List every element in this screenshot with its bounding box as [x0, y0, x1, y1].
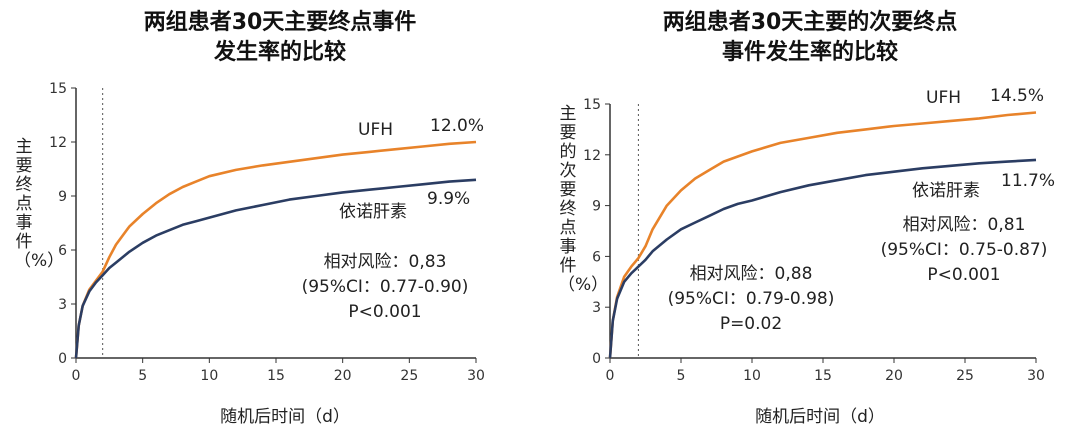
y-tick-label: 6 [58, 243, 67, 259]
y-tick-label: 0 [592, 351, 601, 367]
y-tick-label: 0 [58, 351, 67, 367]
series-label-ufh: UFH [358, 120, 394, 140]
x-tick-label: 20 [885, 368, 903, 384]
y-tick-label: 9 [58, 189, 67, 205]
x-tick-label: 20 [334, 368, 352, 384]
end-value-ufh: 12.0% [430, 116, 485, 136]
stats-relative-risk: 相对风险：0,83 [323, 252, 447, 272]
plot-area: 0 3 6 9 12 15 0 5 10 15 20 25 30 [49, 81, 485, 384]
x-tick-label: 0 [72, 368, 81, 384]
x-tick-label: 25 [956, 368, 974, 384]
stats-relative-risk: 相对风险：0,81 [902, 215, 1026, 235]
chart-title: 两组患者30天主要的次要终点 事件发生率的比较 [662, 10, 958, 65]
x-axis-label: 随机后时间（d） [220, 407, 350, 427]
stats-p-value: P<0.001 [348, 302, 422, 322]
stats-ci: (95%CI：0.79-0.98) [667, 289, 835, 309]
x-tick-label: 0 [606, 368, 615, 384]
stats-box-lower: 相对风险：0,88 (95%CI：0.79-0.98) P=0.02 [645, 262, 857, 337]
x-tick-label: 10 [743, 368, 761, 384]
plot-area: 0 3 6 9 12 15 0 5 10 15 20 25 30 [583, 97, 1045, 384]
chart-panel-primary: 两组患者30天主要终点事件 发生率的比较 主要终点事件（%） 0 3 6 9 12 15 0… [14, 10, 505, 427]
x-tick-label: 10 [200, 368, 218, 384]
y-tick-label: 6 [592, 249, 601, 265]
series-label-enoxaparin: 依诺肝素 [912, 181, 980, 201]
x-tick-label: 5 [138, 368, 147, 384]
stats-p-value: P<0.001 [927, 265, 1001, 285]
end-value-ufh: 14.5% [990, 86, 1045, 106]
y-tick-label: 12 [583, 148, 601, 164]
series-line-ufh [608, 111, 1037, 359]
x-tick-label: 15 [814, 368, 832, 384]
x-tick-label: 30 [1027, 368, 1045, 384]
series-line-enoxaparin [74, 178, 477, 359]
x-tick-label: 5 [677, 368, 686, 384]
stats-ci: (95%CI：0.77-0.90) [301, 277, 469, 297]
x-tick-label: 15 [267, 368, 285, 384]
stats-box-upper: 相对风险：0,81 (95%CI：0.75-0.87) P<0.001 [858, 213, 1070, 288]
end-value-enoxaparin: 9.9% [427, 189, 471, 209]
y-tick-label: 12 [49, 135, 67, 151]
series-line-enoxaparin [608, 158, 1037, 359]
stats-relative-risk: 相对风险：0,88 [689, 264, 813, 284]
series-label-ufh: UFH [926, 88, 962, 108]
stats-ci: (95%CI：0.75-0.87) [880, 240, 1048, 260]
chart-title: 两组患者30天主要终点事件 发生率的比较 [143, 10, 417, 65]
end-value-enoxaparin: 11.7% [1001, 171, 1056, 191]
x-tick-label: 30 [467, 368, 485, 384]
y-tick-label: 3 [58, 297, 67, 313]
series-label-enoxaparin: 依诺肝素 [339, 202, 407, 222]
stats-box: 相对风险：0,83 (95%CI：0.77-0.90) P<0.001 [265, 250, 505, 325]
x-tick-label: 25 [400, 368, 418, 384]
y-tick-label: 15 [49, 81, 67, 97]
y-tick-label: 15 [583, 97, 601, 113]
stats-p-value: P=0.02 [719, 314, 783, 334]
y-tick-label: 9 [592, 199, 601, 215]
y-tick-label: 3 [592, 300, 601, 316]
x-axis-label: 随机后时间（d） [755, 407, 885, 427]
